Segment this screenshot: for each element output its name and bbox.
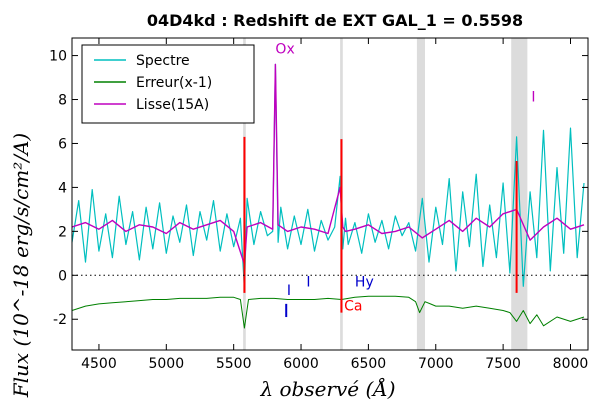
legend-label-2: Lisse(15A) (136, 97, 209, 113)
series-line-spectre (71, 63, 585, 290)
line-label-4: Hy (355, 274, 374, 290)
line-label-5: Ca (344, 298, 362, 314)
y-tick-label: 2 (58, 224, 67, 240)
y-tick-label: 4 (58, 180, 67, 196)
x-tick-label: 5500 (216, 356, 252, 372)
chart-title: 04D4kd : Redshift de EXT GAL_1 = 0.5598 (147, 11, 523, 30)
line-label-3: I (306, 274, 310, 290)
x-tick-label: 6500 (351, 356, 387, 372)
x-tick-label: 8000 (553, 356, 589, 372)
series-line-lisse-15a- (71, 63, 585, 265)
vertical-markers (243, 136, 518, 318)
y-tick-label: 6 (58, 136, 67, 152)
line-label-0: Ox (275, 41, 294, 57)
series-lines (71, 63, 585, 329)
legend-label-1: Erreur(x-1) (136, 75, 212, 91)
x-tick-label: 4500 (81, 356, 117, 372)
x-tick-label: 7000 (418, 356, 454, 372)
legend-box (81, 44, 255, 124)
x-tick-label: 6000 (283, 356, 319, 372)
series-line-erreur-x-1- (71, 295, 585, 329)
x-axis-label: λ observé (Å) (259, 376, 395, 400)
x-tick-label: 7500 (485, 356, 521, 372)
y-tick-label: 0 (58, 268, 67, 284)
line-label-2: I (287, 283, 291, 299)
y-tick-label: -2 (53, 312, 67, 328)
shaded-band-2 (416, 38, 425, 350)
axes: 4500 5000 5500 6000 6500 7000 7500 8000 -2 0 2 4 6 8 1… (49, 37, 589, 372)
legend-label-0: Spectre (136, 53, 190, 69)
line-label-1: I (531, 90, 535, 106)
y-tick-label: 10 (49, 49, 67, 65)
y-axis-label: Flux (10^-18 erg/s/cm²/A) (9, 133, 33, 398)
x-tick-label: 5000 (148, 356, 184, 372)
legend: Spectre Erreur(x-1) Lisse(15A) (81, 44, 255, 124)
plot-frame (71, 37, 589, 351)
y-tick-label: 8 (58, 93, 67, 109)
